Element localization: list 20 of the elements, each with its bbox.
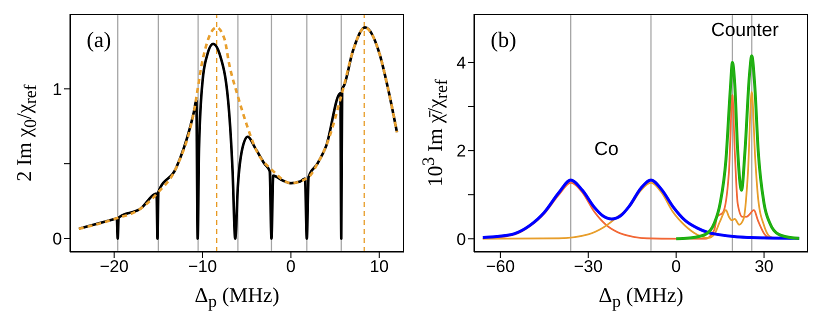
y-tick-label: 4 <box>456 54 466 73</box>
x-tick-label: 30 <box>754 257 774 276</box>
annotation: (a) <box>86 27 112 54</box>
x-tick-label: −20 <box>100 257 129 276</box>
x-axis-title: Δ$_{p}$ (MHz) <box>194 282 280 314</box>
x-axis-title: Δ$_{p}$ (MHz) <box>598 282 684 314</box>
x-tick-label: 0 <box>671 257 681 276</box>
y-tick-label: 2 <box>456 142 466 161</box>
line-series <box>481 178 801 240</box>
x-tick-label: −30 <box>574 257 603 276</box>
y-tick-label: 1 <box>52 80 62 99</box>
annotation: Counter <box>711 20 779 42</box>
x-tick-label: 10 <box>370 257 389 276</box>
x-tick-label: −60 <box>486 257 515 276</box>
x-tick-label: 0 <box>286 257 296 276</box>
x-tick-label: −10 <box>188 257 217 276</box>
line-series <box>674 54 801 240</box>
annotation: (b) <box>490 27 516 54</box>
annotation: Co <box>594 139 619 161</box>
y-tick-label: 0 <box>456 230 466 249</box>
